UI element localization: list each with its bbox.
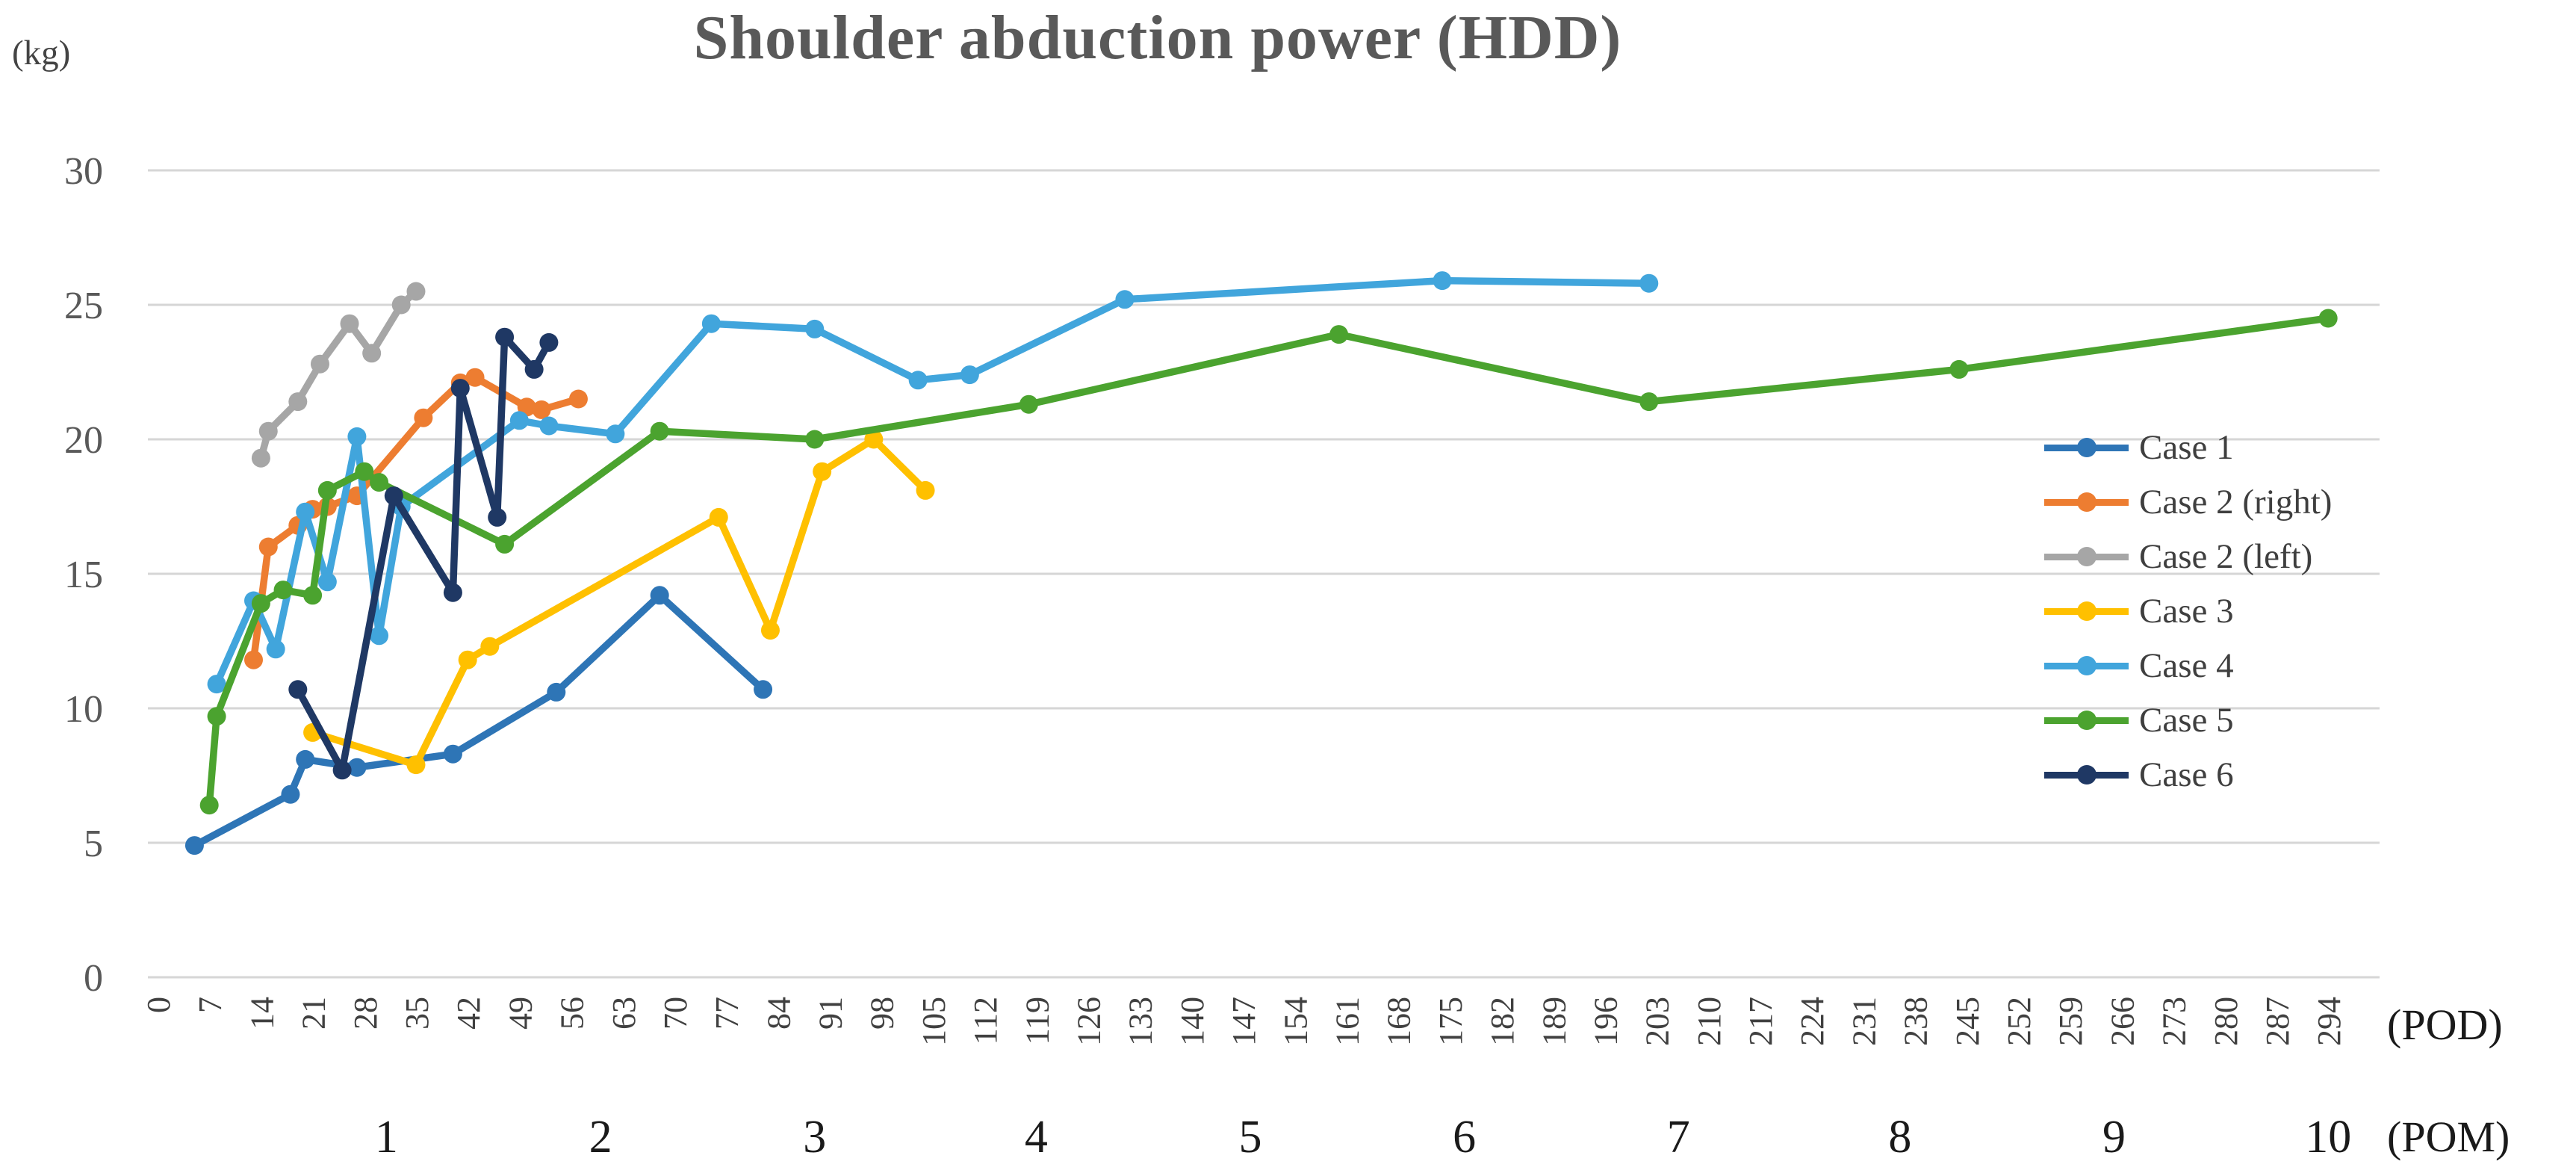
svg-text:9: 9	[2102, 1112, 2126, 1163]
legend-label: Case 3	[2139, 591, 2234, 631]
svg-text:56: 56	[554, 997, 591, 1030]
chart-legend: Case 1 Case 2 (right) Case 2 (left) Case…	[2044, 420, 2332, 802]
legend-item-case2-right: Case 2 (right)	[2044, 474, 2332, 529]
svg-text:1: 1	[375, 1112, 398, 1163]
legend-marker-icon	[2044, 601, 2129, 621]
svg-text:238: 238	[1898, 997, 1934, 1046]
svg-text:3: 3	[803, 1112, 826, 1163]
svg-text:49: 49	[502, 997, 539, 1030]
svg-text:287: 287	[2259, 997, 2296, 1046]
legend-marker-icon	[2044, 655, 2129, 675]
legend-label: Case 6	[2139, 755, 2234, 794]
svg-text:25: 25	[64, 285, 103, 327]
svg-text:10: 10	[2305, 1112, 2351, 1163]
svg-text:77: 77	[709, 997, 745, 1030]
svg-text:126: 126	[1071, 997, 1108, 1046]
svg-text:63: 63	[606, 997, 642, 1030]
legend-label: Case 5	[2139, 700, 2234, 740]
svg-text:30: 30	[64, 150, 103, 193]
svg-text:20: 20	[64, 419, 103, 462]
svg-text:175: 175	[1433, 997, 1469, 1046]
svg-text:196: 196	[1587, 997, 1624, 1046]
legend-marker-icon	[2044, 437, 2129, 457]
svg-text:119: 119	[1019, 997, 1055, 1045]
legend-label: Case 2 (right)	[2139, 482, 2333, 522]
svg-text:224: 224	[1794, 997, 1831, 1046]
svg-text:91: 91	[813, 997, 849, 1030]
svg-text:14: 14	[243, 997, 280, 1030]
svg-text:4: 4	[1025, 1112, 1048, 1163]
svg-text:70: 70	[657, 997, 694, 1030]
svg-text:168: 168	[1381, 997, 1418, 1046]
legend-label: Case 1	[2139, 427, 2234, 467]
svg-text:140: 140	[1174, 997, 1211, 1046]
legend-marker-icon	[2044, 546, 2129, 566]
legend-label: Case 2 (left)	[2139, 536, 2313, 576]
svg-text:266: 266	[2104, 997, 2141, 1046]
svg-text:21: 21	[296, 997, 332, 1030]
svg-text:133: 133	[1123, 997, 1159, 1046]
svg-text:252: 252	[2001, 997, 2037, 1046]
svg-text:280: 280	[2208, 997, 2244, 1046]
svg-text:105: 105	[916, 997, 952, 1046]
legend-item-case4: Case 4	[2044, 638, 2332, 693]
chart-title: Shoulder abduction power (HDD)	[693, 3, 1622, 72]
x2-axis-unit-label: (POM)	[2387, 1112, 2510, 1161]
legend-item-case5: Case 5	[2044, 693, 2332, 747]
y-axis-unit-label: (kg)	[12, 34, 71, 72]
svg-text:294: 294	[2311, 997, 2347, 1046]
legend-item-case2-left: Case 2 (left)	[2044, 529, 2332, 584]
x-axis-unit-label: (POD)	[2387, 1000, 2503, 1049]
legend-marker-icon	[2044, 492, 2129, 512]
svg-text:161: 161	[1329, 997, 1365, 1046]
svg-text:2: 2	[589, 1112, 612, 1163]
svg-text:8: 8	[1888, 1112, 1911, 1163]
svg-text:5: 5	[1238, 1112, 1261, 1163]
svg-text:231: 231	[1846, 997, 1882, 1046]
legend-marker-icon	[2044, 764, 2129, 784]
svg-text:147: 147	[1226, 997, 1262, 1046]
svg-text:210: 210	[1691, 997, 1728, 1046]
legend-item-case6: Case 6	[2044, 747, 2332, 802]
svg-text:245: 245	[1949, 997, 1986, 1046]
legend-item-case1: Case 1	[2044, 420, 2332, 474]
svg-text:189: 189	[1536, 997, 1572, 1046]
svg-text:7: 7	[1667, 1112, 1690, 1163]
svg-text:6: 6	[1453, 1112, 1476, 1163]
legend-label: Case 4	[2139, 646, 2234, 685]
svg-text:154: 154	[1277, 997, 1314, 1046]
svg-text:10: 10	[64, 688, 103, 731]
svg-text:0: 0	[84, 957, 103, 1000]
svg-text:7: 7	[192, 997, 229, 1013]
svg-text:182: 182	[1484, 997, 1521, 1046]
svg-text:203: 203	[1639, 997, 1676, 1046]
svg-text:28: 28	[347, 997, 384, 1030]
svg-text:84: 84	[760, 997, 797, 1030]
svg-text:112: 112	[967, 997, 1004, 1045]
legend-marker-icon	[2044, 710, 2129, 730]
svg-text:42: 42	[450, 997, 487, 1030]
legend-item-case3: Case 3	[2044, 584, 2332, 638]
svg-text:273: 273	[2156, 997, 2193, 1046]
svg-text:15: 15	[64, 554, 103, 596]
svg-text:35: 35	[399, 997, 435, 1030]
svg-text:5: 5	[84, 823, 103, 865]
svg-text:0: 0	[140, 997, 177, 1013]
svg-text:259: 259	[2052, 997, 2089, 1046]
svg-text:217: 217	[1742, 997, 1779, 1046]
svg-text:98: 98	[864, 997, 901, 1030]
